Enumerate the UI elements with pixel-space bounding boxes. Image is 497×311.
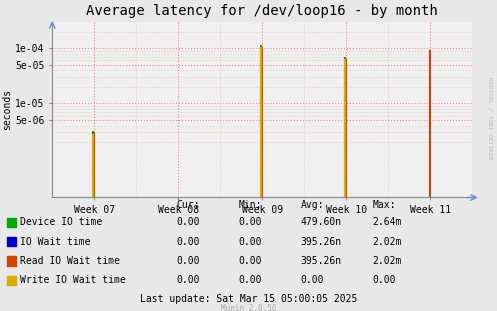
Text: 0.00: 0.00	[239, 275, 262, 285]
Text: 395.26n: 395.26n	[301, 256, 342, 266]
Text: 0.00: 0.00	[176, 237, 200, 247]
Title: Average latency for /dev/loop16 - by month: Average latency for /dev/loop16 - by mon…	[86, 4, 438, 18]
Text: 2.02m: 2.02m	[373, 256, 402, 266]
Text: 479.60n: 479.60n	[301, 217, 342, 227]
Text: 0.00: 0.00	[239, 217, 262, 227]
Text: 0.00: 0.00	[373, 275, 396, 285]
Text: Last update: Sat Mar 15 05:00:05 2025: Last update: Sat Mar 15 05:00:05 2025	[140, 294, 357, 304]
Text: Cur:: Cur:	[176, 200, 200, 210]
Y-axis label: seconds: seconds	[2, 89, 12, 130]
Text: 0.00: 0.00	[176, 217, 200, 227]
Text: 0.00: 0.00	[176, 275, 200, 285]
Text: RRDTOOL / TOBI OETIKER: RRDTOOL / TOBI OETIKER	[487, 77, 492, 160]
Text: 0.00: 0.00	[239, 237, 262, 247]
Text: Min:: Min:	[239, 200, 262, 210]
Text: Max:: Max:	[373, 200, 396, 210]
Text: Write IO Wait time: Write IO Wait time	[20, 275, 126, 285]
Text: Device IO time: Device IO time	[20, 217, 102, 227]
Text: 0.00: 0.00	[176, 256, 200, 266]
Text: Read IO Wait time: Read IO Wait time	[20, 256, 120, 266]
Text: 395.26n: 395.26n	[301, 237, 342, 247]
Text: 0.00: 0.00	[301, 275, 324, 285]
Text: Munin 2.0.56: Munin 2.0.56	[221, 304, 276, 311]
Text: 0.00: 0.00	[239, 256, 262, 266]
Text: Avg:: Avg:	[301, 200, 324, 210]
Text: 2.02m: 2.02m	[373, 237, 402, 247]
Text: 2.64m: 2.64m	[373, 217, 402, 227]
Text: IO Wait time: IO Wait time	[20, 237, 90, 247]
